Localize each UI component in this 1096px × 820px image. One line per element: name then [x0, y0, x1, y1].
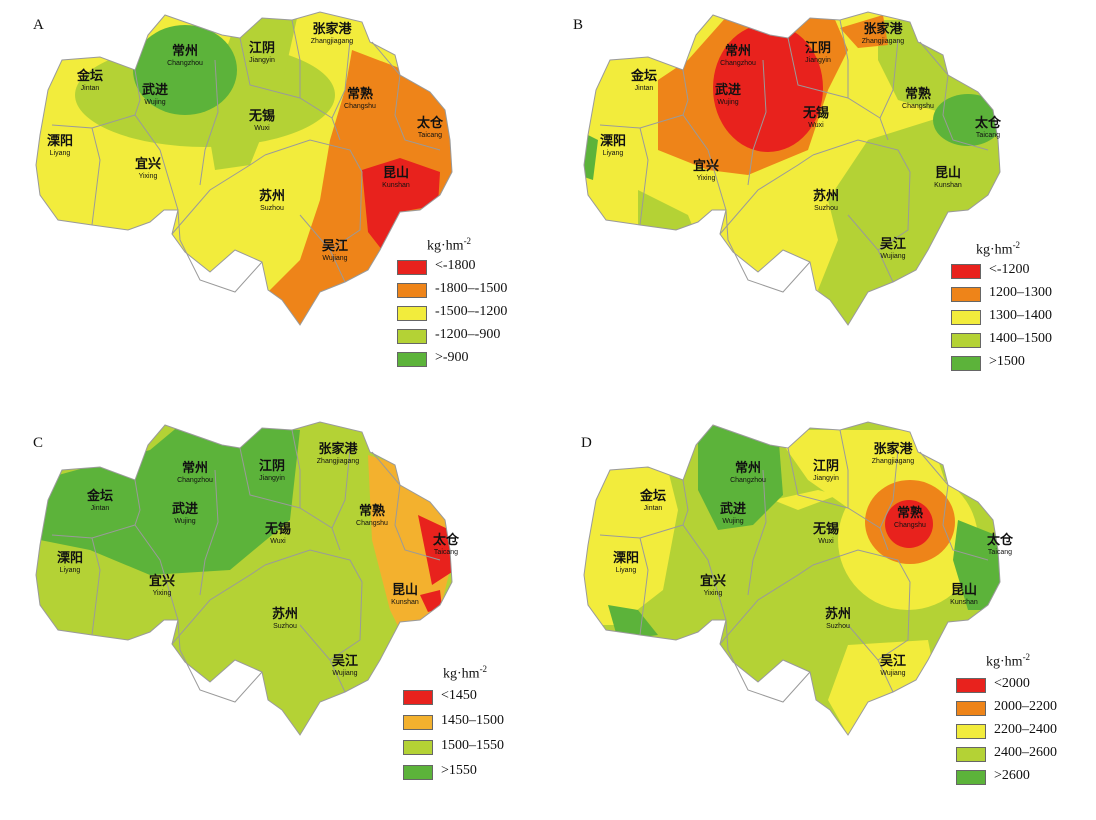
- city-label-jintan: 金坛 Jintan: [639, 489, 667, 512]
- city-label-liyang: 溧阳 Liyang: [56, 551, 84, 574]
- city-label-jintan: 金坛 Jintan: [76, 69, 104, 92]
- city-label-suzhou: 苏州 Suzhou: [824, 607, 852, 630]
- map-legend: kg·hm-2 <1450 1450–1500 1500–1550 >1550: [403, 664, 543, 794]
- city-label-wujin: 武进 Wujing: [714, 83, 742, 106]
- legend-swatch: [403, 715, 433, 730]
- legend-swatch: [397, 352, 427, 367]
- city-label-jintan: 金坛 Jintan: [630, 69, 658, 92]
- choropleth-map: [35, 421, 453, 736]
- city-label-wuxi: 无锡 Wuxi: [802, 106, 830, 129]
- city-label-wuxi: 无锡 Wuxi: [248, 109, 276, 132]
- city-label-wuxi: 无锡 Wuxi: [812, 522, 840, 545]
- city-label-wujiang: 吴江 Wujiang: [879, 654, 907, 677]
- city-label-zhangjiagang: 张家港 Zhangjiagang: [861, 22, 905, 45]
- city-label-changshu: 常熟 Changshu: [902, 87, 934, 110]
- city-label-wuxi: 无锡 Wuxi: [264, 522, 292, 545]
- city-label-suzhou: 苏州 Suzhou: [812, 189, 840, 212]
- legend-swatch: [951, 287, 981, 302]
- choropleth-map: [583, 421, 1001, 736]
- legend-swatch: [403, 740, 433, 755]
- map-legend: kg·hm-2 <-1200 1200–1300 1300–1400 1400–…: [951, 240, 1091, 390]
- city-label-yixing: 宜兴 Yixing: [134, 157, 162, 180]
- city-label-wujin: 武进 Wujing: [719, 502, 747, 525]
- city-label-taicang: 太仓 Taicang: [432, 533, 460, 556]
- city-label-liyang: 溧阳 Liyang: [46, 134, 74, 157]
- legend-swatch: [397, 260, 427, 275]
- legend-swatch: [951, 264, 981, 279]
- legend-swatch: [956, 747, 986, 762]
- legend-swatch: [397, 306, 427, 321]
- city-label-suzhou: 苏州 Suzhou: [258, 189, 286, 212]
- legend-swatch: [403, 690, 433, 705]
- city-label-jiangyin: 江阴 Jiangyin: [258, 459, 286, 482]
- map-legend: kg·hm-2 <2000 2000–2200 2200–2400 2400–2…: [956, 652, 1091, 802]
- city-label-kunshan: 昆山 Kunshan: [934, 166, 962, 189]
- map-panel-c: C 常州 Changzhou 江阴 Jiangyin 张家港 Zhangjiagang: [0, 410, 548, 820]
- city-label-zhangjiagang: 张家港 Zhangjiagang: [316, 442, 360, 465]
- legend-swatch: [397, 329, 427, 344]
- legend-swatch: [951, 356, 981, 371]
- map-legend: kg·hm-2 <-1800 -1800–-1500 -1500–-1200 -…: [397, 236, 547, 386]
- city-label-yixing: 宜兴 Yixing: [699, 574, 727, 597]
- city-label-jiangyin: 江阴 Jiangyin: [804, 41, 832, 64]
- map-panel-b: B 常州 Changzh: [548, 0, 1096, 410]
- legend-swatch: [951, 333, 981, 348]
- legend-swatch: [956, 724, 986, 739]
- city-label-kunshan: 昆山 Kunshan: [950, 583, 978, 606]
- city-label-taicang: 太仓 Taicang: [974, 116, 1002, 139]
- map-panel-a: A 常州 Changzhou 江阴 Jiangyin 张家港: [0, 0, 548, 410]
- city-label-changzhou: 常州 Changzhou: [167, 44, 203, 67]
- city-label-jintan: 金坛 Jintan: [86, 489, 114, 512]
- city-label-zhangjiagang: 张家港 Zhangjiagang: [310, 22, 354, 45]
- city-label-changshu: 常熟 Changshu: [344, 87, 376, 110]
- city-label-yixing: 宜兴 Yixing: [148, 574, 176, 597]
- city-label-wujin: 武进 Wujing: [171, 502, 199, 525]
- choropleth-map: [583, 11, 1001, 326]
- legend-unit: kg·hm-2: [986, 652, 1031, 670]
- city-label-kunshan: 昆山 Kunshan: [382, 166, 410, 189]
- city-label-changzhou: 常州 Changzhou: [730, 461, 766, 484]
- legend-unit: kg·hm-2: [443, 664, 488, 682]
- legend-swatch: [403, 765, 433, 780]
- city-label-changshu: 常熟 Changshu: [356, 504, 388, 527]
- city-label-wujiang: 吴江 Wujiang: [331, 654, 359, 677]
- panel-letter: D: [581, 435, 592, 451]
- legend-swatch: [956, 701, 986, 716]
- city-label-changzhou: 常州 Changzhou: [720, 44, 756, 67]
- legend-swatch: [951, 310, 981, 325]
- choropleth-map: [35, 11, 453, 326]
- legend-swatch: [397, 283, 427, 298]
- city-label-zhangjiagang: 张家港 Zhangjiagang: [871, 442, 915, 465]
- city-label-wujin: 武进 Wujing: [141, 83, 169, 106]
- legend-swatch: [956, 770, 986, 785]
- city-label-taicang: 太仓 Taicang: [416, 116, 444, 139]
- panel-letter: C: [33, 435, 44, 451]
- legend-swatch: [956, 678, 986, 693]
- city-label-suzhou: 苏州 Suzhou: [271, 607, 299, 630]
- panel-letter: B: [573, 17, 584, 33]
- city-label-wujiang: 吴江 Wujiang: [879, 237, 907, 260]
- legend-unit: kg·hm-2: [427, 236, 472, 254]
- city-label-kunshan: 昆山 Kunshan: [391, 583, 419, 606]
- city-label-liyang: 溧阳 Liyang: [612, 551, 640, 574]
- city-label-changshu: 常熟 Changshu: [894, 506, 926, 529]
- city-label-yixing: 宜兴 Yixing: [692, 159, 720, 182]
- city-label-taicang: 太仓 Taicang: [986, 533, 1014, 556]
- city-label-changzhou: 常州 Changzhou: [177, 461, 213, 484]
- city-label-liyang: 溧阳 Liyang: [599, 134, 627, 157]
- city-label-jiangyin: 江阴 Jiangyin: [812, 459, 840, 482]
- legend-unit: kg·hm-2: [976, 240, 1021, 258]
- panel-letter: A: [33, 17, 44, 33]
- city-label-wujiang: 吴江 Wujiang: [321, 239, 349, 262]
- city-label-jiangyin: 江阴 Jiangyin: [248, 41, 276, 64]
- map-panel-d: D 常州: [548, 410, 1096, 820]
